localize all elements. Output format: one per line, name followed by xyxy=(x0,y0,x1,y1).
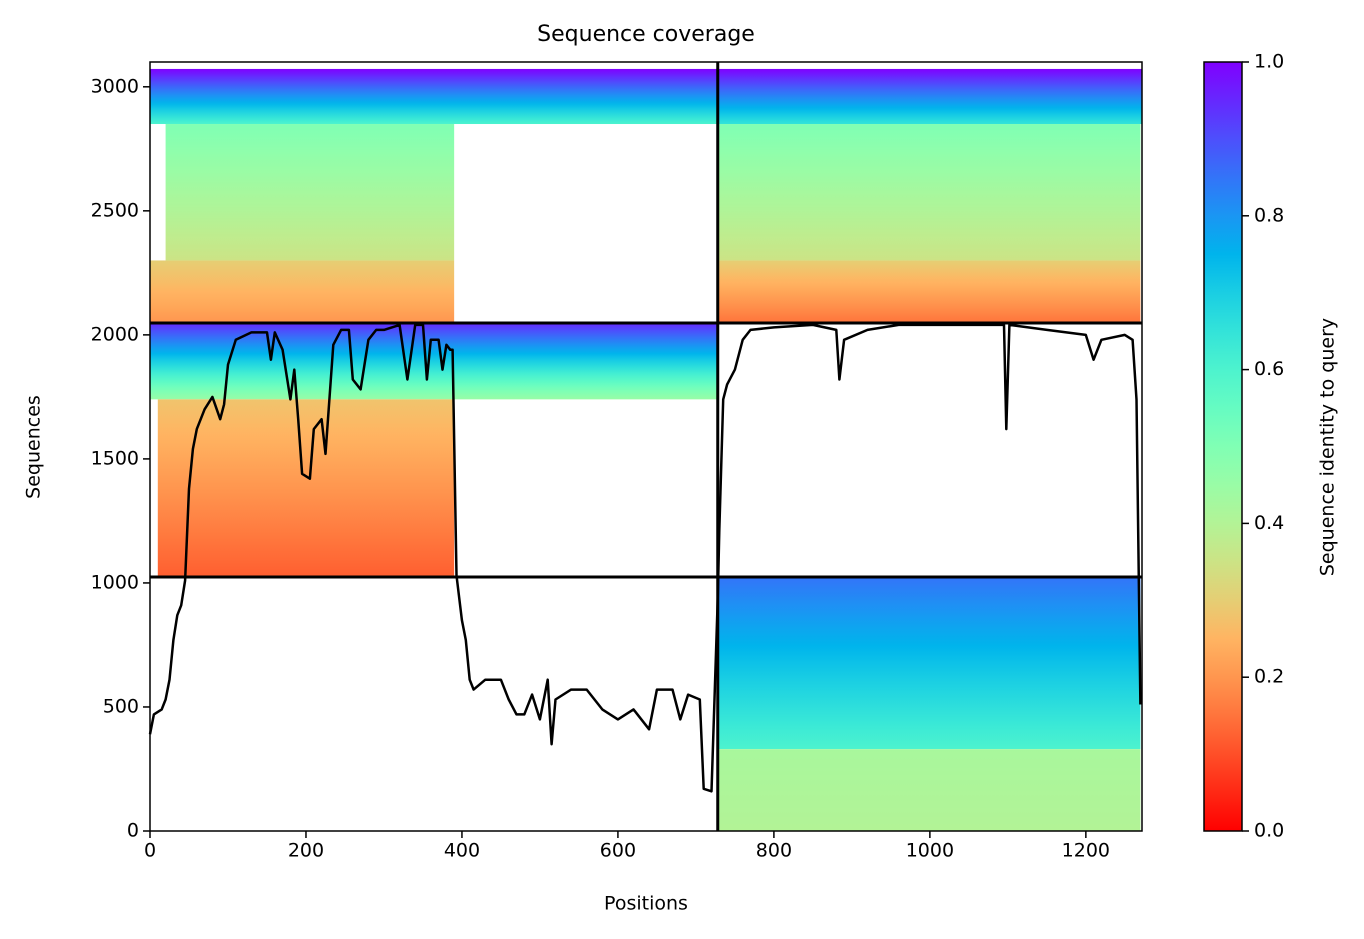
colorbar-tick-label: 0.0 xyxy=(1254,820,1284,842)
y-axis-label: Sequences xyxy=(23,395,45,499)
coverage-band xyxy=(717,68,1142,125)
x-tick-label: 0 xyxy=(144,840,156,862)
colorbar xyxy=(1204,62,1242,831)
colorbar-tick-label: 0.6 xyxy=(1254,358,1284,380)
x-tick-label: 400 xyxy=(444,840,480,862)
y-tick-label: 2000 xyxy=(91,323,139,345)
coverage-band xyxy=(717,260,1141,323)
coverage-band xyxy=(150,68,718,125)
colorbar-frame xyxy=(1203,61,1243,832)
coverage-band xyxy=(165,124,455,261)
colorbar-tick-label: 0.2 xyxy=(1254,666,1284,688)
y-tick-label: 3000 xyxy=(91,75,139,97)
y-tick-label: 2500 xyxy=(91,199,139,221)
colorbar-tick-label: 0.4 xyxy=(1254,512,1284,534)
coverage-band xyxy=(717,124,1141,261)
coverage-band xyxy=(157,399,455,577)
y-tick-label: 500 xyxy=(103,695,139,717)
coverage-band xyxy=(717,576,1141,750)
x-axis-label: Positions xyxy=(604,893,688,915)
coverage-line xyxy=(148,323,1142,793)
x-tick-label: 1000 xyxy=(906,840,954,862)
colorbar-tick-label: 1.0 xyxy=(1254,51,1284,73)
coverage-band xyxy=(150,322,718,400)
x-tick-label: 800 xyxy=(756,840,792,862)
x-tick-label: 1200 xyxy=(1062,840,1110,862)
coverage-band xyxy=(717,749,1141,831)
y-tick-label: 0 xyxy=(127,820,139,842)
y-tick-label: 1000 xyxy=(91,571,139,593)
colorbar-label: Sequence identity to query xyxy=(1317,318,1339,576)
plot-frame xyxy=(149,61,1143,832)
y-tick-label: 1500 xyxy=(91,447,139,469)
x-tick-label: 200 xyxy=(288,840,324,862)
colorbar-tick-label: 0.8 xyxy=(1254,204,1284,226)
chart-title: Sequence coverage xyxy=(537,22,755,47)
x-tick-label: 600 xyxy=(600,840,636,862)
coverage-band xyxy=(150,260,455,323)
